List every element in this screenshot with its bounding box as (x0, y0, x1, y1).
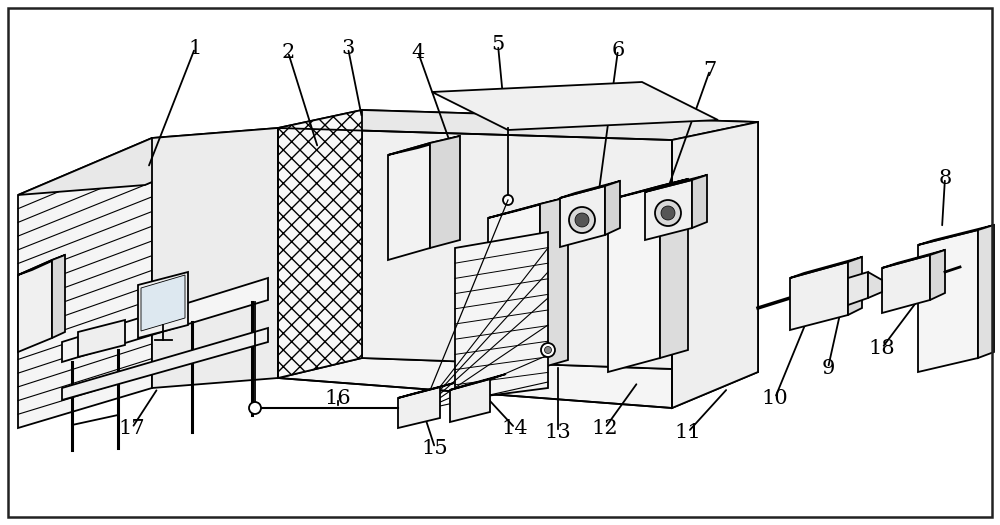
Polygon shape (488, 204, 540, 382)
Polygon shape (450, 379, 490, 422)
Circle shape (569, 207, 595, 233)
Polygon shape (52, 255, 65, 338)
Polygon shape (388, 143, 430, 260)
Text: 13: 13 (545, 423, 571, 442)
Polygon shape (398, 387, 440, 428)
Polygon shape (18, 128, 278, 195)
Polygon shape (882, 255, 930, 313)
Polygon shape (430, 136, 460, 248)
Polygon shape (18, 255, 65, 275)
Polygon shape (790, 257, 862, 278)
Circle shape (544, 346, 552, 353)
Polygon shape (540, 197, 568, 368)
Polygon shape (488, 197, 568, 218)
Polygon shape (882, 250, 945, 268)
Text: 11: 11 (675, 423, 701, 442)
Polygon shape (62, 328, 268, 400)
Polygon shape (62, 278, 268, 362)
Text: 15: 15 (422, 438, 448, 457)
Polygon shape (18, 138, 152, 428)
Polygon shape (18, 260, 52, 352)
Polygon shape (790, 262, 848, 330)
Circle shape (655, 200, 681, 226)
Polygon shape (645, 175, 707, 192)
Polygon shape (455, 232, 548, 400)
Polygon shape (450, 374, 506, 390)
Text: 18: 18 (869, 339, 895, 358)
Circle shape (661, 206, 675, 220)
Text: 10: 10 (762, 388, 788, 407)
Text: 3: 3 (341, 38, 355, 58)
Polygon shape (608, 179, 688, 200)
Text: 7: 7 (703, 60, 717, 79)
Polygon shape (692, 175, 707, 228)
Text: 4: 4 (411, 43, 425, 61)
Circle shape (249, 402, 261, 414)
Polygon shape (605, 181, 620, 235)
Text: 14: 14 (502, 418, 528, 437)
Polygon shape (362, 110, 758, 372)
Polygon shape (918, 225, 994, 245)
Polygon shape (868, 272, 882, 298)
Polygon shape (645, 180, 692, 240)
Polygon shape (560, 186, 605, 247)
Text: 8: 8 (938, 169, 952, 187)
Circle shape (575, 213, 589, 227)
Polygon shape (660, 179, 688, 358)
Polygon shape (608, 186, 660, 372)
Text: 9: 9 (821, 359, 835, 377)
Polygon shape (930, 250, 945, 300)
Polygon shape (432, 82, 718, 130)
Text: 16: 16 (325, 388, 351, 407)
Polygon shape (278, 110, 362, 378)
Polygon shape (560, 181, 620, 198)
Text: 2: 2 (281, 43, 295, 61)
Polygon shape (138, 272, 188, 338)
Text: 5: 5 (491, 36, 505, 55)
Polygon shape (918, 230, 978, 372)
Text: 1: 1 (188, 38, 202, 58)
Text: 17: 17 (119, 418, 145, 437)
Polygon shape (388, 136, 460, 155)
Circle shape (503, 195, 513, 205)
Polygon shape (672, 122, 758, 408)
Polygon shape (278, 358, 758, 408)
Polygon shape (848, 257, 862, 315)
Polygon shape (152, 128, 278, 388)
Text: 6: 6 (611, 40, 625, 59)
Polygon shape (848, 272, 868, 305)
Polygon shape (978, 225, 994, 358)
Polygon shape (78, 320, 125, 357)
Text: 12: 12 (592, 418, 618, 437)
Polygon shape (398, 383, 454, 398)
Polygon shape (278, 110, 758, 140)
Circle shape (541, 343, 555, 357)
Polygon shape (141, 275, 185, 331)
